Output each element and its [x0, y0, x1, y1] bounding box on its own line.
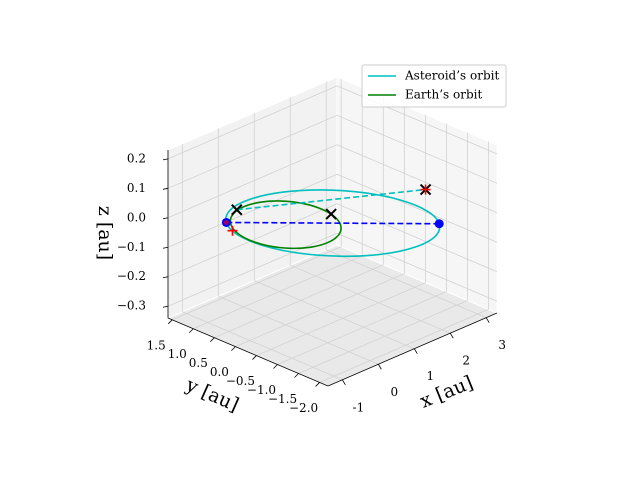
grid-line: [193, 255, 363, 330]
grid-line: [336, 114, 498, 184]
y-tick-label: 0.5: [189, 356, 208, 370]
grid-line: [326, 249, 487, 319]
y-tick-label: 0.0: [210, 365, 229, 379]
tick-mark: [188, 328, 194, 334]
z-axis-label: z [au]: [94, 206, 116, 260]
tick-mark: [162, 158, 169, 161]
z-tick-label: −0.1: [117, 240, 146, 254]
panes: [162, 76, 499, 387]
tick-mark: [315, 382, 320, 387]
z-tick-label: −0.2: [117, 269, 146, 283]
point-marker: [227, 225, 238, 236]
grid-line: [336, 173, 498, 243]
tick-mark: [485, 317, 490, 323]
grid-line: [290, 264, 451, 334]
y-axis-line: [167, 317, 329, 387]
tick-mark: [167, 319, 173, 325]
grid-line: [214, 264, 384, 339]
tick-mark: [162, 276, 169, 279]
dashed-line: [236, 188, 426, 211]
grid-line: [182, 311, 343, 381]
z-tick-label: 0.1: [127, 181, 146, 195]
x-tick-label: 0: [391, 385, 399, 399]
tick-mark: [449, 332, 454, 339]
tick-mark: [210, 337, 215, 342]
tick-mark: [294, 373, 299, 378]
point-marker: [223, 219, 229, 225]
tick-mark: [231, 346, 236, 351]
grid-line: [277, 291, 447, 365]
grid-line: [256, 282, 426, 356]
tick-mark: [342, 379, 346, 385]
point-marker: [420, 184, 431, 195]
grid-line: [167, 203, 338, 278]
z-tick-label: 0.0: [127, 210, 146, 224]
orbit-line: [229, 200, 342, 250]
point-marker: [434, 219, 444, 229]
tick-mark: [162, 246, 169, 249]
point-marker: [231, 204, 243, 216]
tick-mark: [252, 355, 257, 360]
tick-mark: [162, 217, 169, 220]
x-tick-label: 3: [498, 338, 506, 352]
x-tick-label: 2: [462, 354, 470, 368]
legend: Asteroid’s orbit Earth’s orbit: [361, 64, 507, 108]
grid-line: [172, 246, 342, 321]
plot-area: [221, 183, 444, 258]
grid-line: [235, 273, 405, 347]
tick-mark: [413, 348, 418, 354]
point-marker: [325, 208, 337, 220]
grid-line: [319, 309, 489, 383]
z-tick-label: −0.3: [117, 299, 146, 313]
legend-box: [361, 64, 507, 108]
grid-line: [167, 85, 338, 160]
y-tick-label: −0.5: [226, 374, 255, 388]
legend-label: Earth’s orbit: [405, 88, 482, 102]
y-tick-label: 1.0: [168, 347, 187, 361]
y-tick-label: −1.5: [268, 392, 297, 406]
grid-line: [336, 203, 498, 273]
x-tick-label: 1: [426, 369, 434, 383]
tick-mark: [162, 187, 169, 190]
tick-mark: [162, 305, 169, 308]
grid-line: [218, 295, 379, 365]
x-axis-line: [327, 312, 498, 387]
grid-line: [167, 144, 338, 219]
tick-mark: [273, 364, 278, 369]
grid-line: [167, 173, 338, 248]
x-tick-label: -1: [353, 400, 365, 414]
z-tick-label: 0.2: [127, 151, 146, 165]
tick-mark: [377, 364, 382, 370]
y-tick-label: −2.0: [289, 401, 318, 415]
legend-label: Asteroid’s orbit: [404, 69, 499, 83]
y-tick-label: −1.0: [247, 383, 276, 397]
y-tick-label: 1.5: [147, 338, 166, 352]
grid-line: [336, 232, 498, 302]
grid-line: [254, 280, 415, 350]
grid-line: [167, 114, 338, 189]
grid-line: [336, 144, 498, 214]
grid-line: [167, 232, 338, 307]
grid-line: [298, 300, 468, 374]
